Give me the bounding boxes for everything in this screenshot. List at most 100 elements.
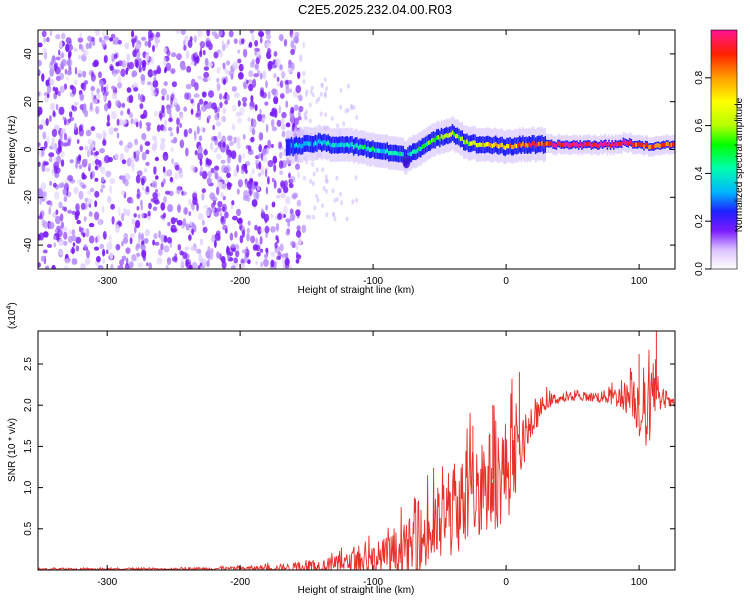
- noise-speckle: [63, 265, 69, 269]
- noise-speckle: [114, 153, 119, 160]
- noise-speckle: [137, 214, 141, 219]
- noise-speckle: [260, 261, 263, 268]
- noise-speckle: [136, 252, 141, 257]
- noise-speckle: [84, 145, 89, 151]
- noise-speckle: [274, 261, 277, 269]
- noise-speckle: [152, 180, 158, 189]
- noise-speckle: [199, 262, 203, 267]
- noise-speckle: [183, 106, 188, 112]
- noise-speckle: [242, 101, 247, 107]
- noise-speckle: [154, 40, 159, 49]
- spectrogram-y-label: Frequency (Hz): [7, 116, 18, 185]
- noise-speckle: [257, 113, 263, 122]
- spectrogram-marks: [38, 30, 675, 269]
- noise-speckle: [267, 139, 272, 149]
- noise-speckle: [217, 181, 223, 187]
- noise-speckle: [109, 185, 113, 194]
- noise-speckle: [62, 188, 67, 196]
- noise-speckle: [105, 170, 112, 178]
- noise-speckle: [42, 131, 47, 140]
- noise-speckle: [265, 231, 268, 239]
- noise-speckle: [147, 39, 152, 48]
- noise-speckle: [216, 120, 221, 127]
- noise-speckle: [102, 139, 107, 147]
- noise-speckle: [99, 79, 104, 87]
- noise-speckle: [135, 150, 140, 156]
- noise-speckle: [255, 159, 260, 164]
- noise-speckle: [40, 182, 47, 191]
- noise-speckle: [138, 65, 142, 73]
- noise-speckle: [275, 194, 281, 199]
- noise-speckle: [220, 215, 225, 223]
- noise-speckle: [120, 190, 125, 195]
- noise-speckle: [140, 232, 144, 242]
- noise-speckle: [96, 88, 100, 94]
- noise-speckle: [295, 242, 299, 250]
- noise-speckle: [346, 107, 350, 113]
- noise-speckle: [101, 156, 105, 165]
- noise-speckle: [279, 152, 283, 159]
- y-tick-label: 2.0: [23, 398, 34, 412]
- noise-speckle: [105, 249, 109, 255]
- noise-speckle: [261, 91, 267, 99]
- noise-speckle: [131, 30, 135, 38]
- noise-speckle: [296, 199, 302, 207]
- noise-speckle: [48, 221, 55, 230]
- noise-speckle: [251, 180, 257, 190]
- noise-speckle: [247, 145, 252, 152]
- noise-speckle: [295, 85, 302, 94]
- noise-speckle: [308, 118, 312, 124]
- noise-speckle: [156, 257, 163, 265]
- noise-speckle: [57, 90, 61, 97]
- noise-speckle: [162, 126, 167, 132]
- noise-speckle: [63, 231, 68, 240]
- noise-speckle: [243, 163, 248, 170]
- noise-speckle: [214, 165, 220, 171]
- noise-speckle: [145, 122, 152, 127]
- noise-speckle: [79, 32, 83, 39]
- noise-speckle: [54, 87, 59, 96]
- noise-speckle: [241, 96, 248, 103]
- noise-speckle: [115, 224, 120, 233]
- noise-speckle: [71, 229, 76, 236]
- noise-speckle: [150, 56, 155, 65]
- noise-speckle: [252, 118, 257, 128]
- noise-speckle: [273, 164, 277, 173]
- noise-speckle: [254, 49, 257, 56]
- y-tick-label: 0: [23, 146, 34, 152]
- noise-speckle: [96, 256, 101, 263]
- noise-speckle: [324, 178, 328, 184]
- noise-speckle: [102, 129, 107, 139]
- noise-speckle: [145, 53, 150, 62]
- noise-speckle: [188, 198, 192, 206]
- noise-speckle: [180, 30, 186, 36]
- noise-speckle: [61, 32, 66, 40]
- noise-speckle: [330, 116, 334, 121]
- noise-speckle: [57, 145, 62, 154]
- noise-speckle: [44, 140, 48, 149]
- noise-speckle: [148, 262, 152, 268]
- noise-speckle: [279, 64, 283, 70]
- noise-speckle: [208, 90, 214, 98]
- noise-speckle: [216, 82, 221, 92]
- x-tick-label: 0: [503, 577, 509, 588]
- noise-speckle: [74, 123, 77, 130]
- noise-speckle: [163, 68, 167, 74]
- noise-speckle: [78, 127, 84, 137]
- snr-exponent-suffix: ): [7, 302, 18, 305]
- noise-speckle: [285, 87, 290, 94]
- noise-speckle: [280, 192, 286, 199]
- noise-speckle: [147, 69, 154, 78]
- noise-speckle: [321, 167, 325, 173]
- noise-speckle: [251, 34, 255, 42]
- noise-speckle: [184, 246, 190, 251]
- noise-speckle: [298, 95, 303, 102]
- noise-speckle: [197, 152, 203, 161]
- noise-speckle: [133, 213, 137, 218]
- noise-speckle: [100, 176, 105, 183]
- noise-speckle: [143, 167, 148, 173]
- noise-speckle: [139, 120, 143, 129]
- noise-speckle: [170, 93, 175, 101]
- noise-speckle: [119, 140, 123, 146]
- noise-speckle: [117, 220, 122, 226]
